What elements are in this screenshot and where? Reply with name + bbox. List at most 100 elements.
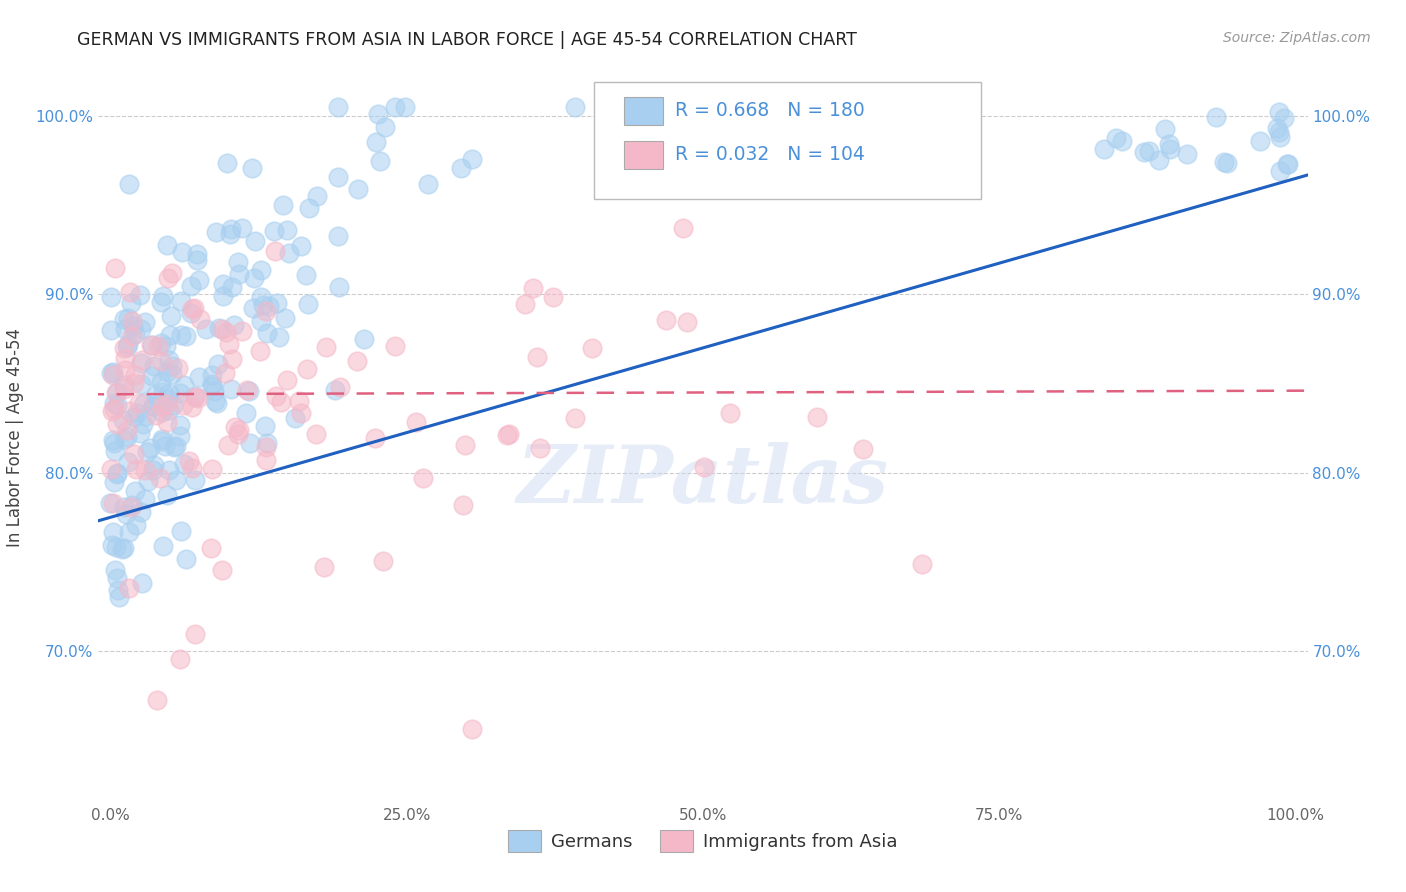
Point [453,498,475,512]
Point [156,415,179,429]
Point [120,296,142,310]
Point [156,397,179,411]
Point [112,382,135,396]
Point [129,356,152,370]
Point [384,100,406,114]
Point [124,368,146,383]
Point [160,367,183,381]
Point [295,362,318,376]
Point [122,319,145,334]
Point [125,517,148,532]
Point [100,323,122,337]
Point [104,386,127,401]
Point [156,271,179,285]
Point [181,302,204,317]
Point [134,462,156,476]
Point [278,246,301,260]
Point [347,182,370,196]
Point [368,153,391,168]
Point [353,332,375,346]
Point [157,386,180,401]
Point [254,440,277,454]
Point [208,320,231,334]
Point [104,261,127,276]
Point [1213,155,1236,169]
Point [101,368,124,383]
Point [160,359,183,373]
Point [214,366,236,380]
Point [1249,134,1271,148]
Point [364,431,387,445]
Point [112,378,135,392]
Point [672,220,695,235]
Point [205,396,228,410]
Point [266,296,288,310]
Point [217,155,239,169]
Point [118,581,141,595]
Point [1147,153,1170,168]
Point [1205,110,1227,124]
Point [217,437,239,451]
Point [141,338,163,352]
Point [250,290,273,304]
Point [1274,111,1296,125]
Point [160,309,183,323]
Point [373,554,395,568]
Point [461,152,484,166]
Point [374,120,396,135]
Point [529,441,551,455]
Point [101,434,124,448]
Point [202,384,225,399]
Point [129,505,152,519]
Point [169,429,191,443]
Point [138,474,160,488]
Point [170,293,193,308]
Point [122,447,145,461]
Point [346,354,368,368]
Point [498,426,520,441]
Text: ZIPatlas: ZIPatlas [517,442,889,520]
Point [1267,104,1289,119]
Point [173,398,195,412]
Point [149,471,172,485]
Point [101,495,124,509]
Point [112,500,135,514]
Point [231,221,253,235]
Point [131,353,153,368]
Point [103,525,125,540]
Point [105,466,128,480]
Point [184,627,207,641]
Point [143,359,166,373]
Point [201,462,224,476]
Point [173,457,195,471]
Point [221,280,243,294]
Point [254,304,277,318]
Text: GERMAN VS IMMIGRANTS FROM ASIA IN LABOR FORCE | AGE 45-54 CORRELATION CHART: GERMAN VS IMMIGRANTS FROM ASIA IN LABOR … [77,31,858,49]
Point [120,500,142,514]
Point [218,336,240,351]
Point [384,339,406,353]
Point [169,652,191,666]
Point [257,299,280,313]
Point [212,288,235,302]
Point [145,388,167,402]
Point [162,398,184,412]
Point [128,395,150,409]
Point [156,488,179,502]
Point [405,415,427,429]
Point [157,353,180,368]
Point [114,322,136,336]
Point [114,351,136,366]
Point [239,436,262,450]
Point [329,379,352,393]
Point [170,524,193,538]
Point [118,285,141,299]
Point [315,340,337,354]
Point [416,177,439,191]
Point [323,383,346,397]
Point [186,247,208,261]
Point [201,377,224,392]
Point [145,408,167,422]
Point [228,423,250,437]
Point [806,410,828,425]
